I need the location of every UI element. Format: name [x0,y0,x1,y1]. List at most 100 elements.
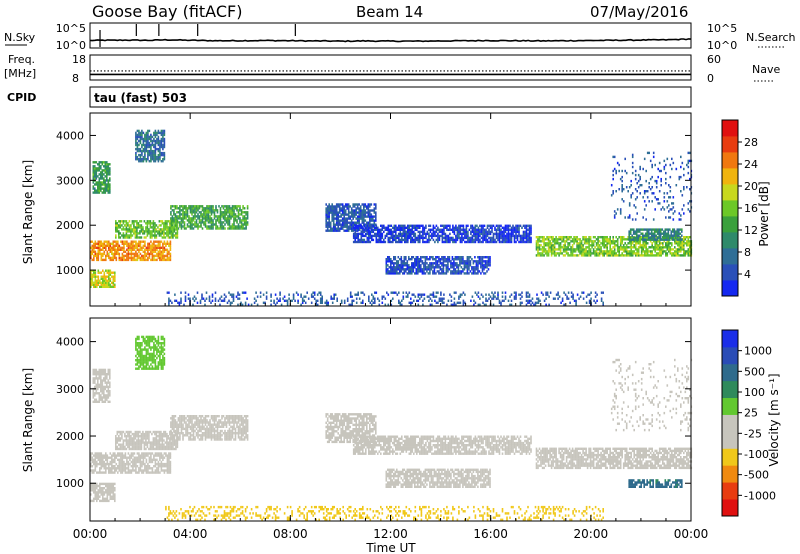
data-cell [451,262,454,265]
data-cell [361,217,364,220]
data-cell [391,260,394,263]
data-cell [483,260,485,263]
data-cell [410,301,412,304]
data-cell [109,179,111,182]
data-cell [537,238,539,241]
data-cell [671,248,673,251]
data-cell [381,228,384,231]
data-cell [595,238,598,241]
data-cell [570,240,572,243]
data-cell [483,238,486,242]
data-cell [415,270,418,273]
data-cell [111,256,113,260]
data-cell [434,232,436,236]
data-cell [547,238,550,241]
data-cell [498,240,501,244]
data-cell [354,236,356,240]
data-cell [151,222,153,225]
data-cell [102,285,104,288]
data-cell [127,252,130,256]
data-cell [471,230,474,234]
data-cell [334,225,336,228]
data-cell [474,266,476,269]
data-cell [243,221,246,224]
data-cell [610,250,613,253]
data-cell [589,238,592,241]
data-cell [144,139,146,143]
data-cell [408,301,411,304]
data-cell [406,272,409,275]
data-cell [366,236,369,240]
data-cell [341,217,344,220]
data-cell [461,228,463,231]
data-cell [633,244,635,247]
data-cell [166,242,169,245]
data-cell [390,268,392,271]
data-cell [374,234,376,238]
data-cell [419,230,421,234]
data-cell [212,225,214,228]
data-cell [328,229,330,232]
data-cell [107,187,110,190]
data-cell [397,268,400,271]
data-cell [132,242,134,245]
data-cell [663,238,665,241]
data-cell [127,244,130,247]
data-cell [163,236,165,239]
data-cell [227,227,229,230]
data-cell [570,246,572,249]
data-cell [209,209,211,212]
data-cell [246,217,249,220]
data-cell [604,238,607,241]
data-cell [145,135,148,139]
data-cell [166,228,168,231]
data-cell [413,226,415,229]
data-cell [366,224,369,227]
data-cell [96,254,98,258]
data-cell [118,244,121,247]
data-cell [476,234,478,238]
nsky-trace-group [89,24,692,47]
data-cell [401,226,403,229]
data-cell [588,246,590,249]
data-cell [689,246,691,249]
data-cell [459,228,462,231]
data-cell [336,297,338,300]
data-cell [483,236,486,240]
data-cell [210,219,213,222]
data-cell [668,242,670,245]
data-cell [606,246,608,249]
data-cell [222,221,225,224]
data-cell [672,248,675,251]
data-cell [681,248,684,251]
data-cell [347,205,350,208]
data-cell [135,240,137,243]
data-cell [132,240,134,243]
data-cell [448,260,451,263]
data-cell [94,191,96,194]
data-cell [645,179,647,183]
data-cell [474,226,477,229]
data-cell [198,225,201,228]
data-cell [176,232,179,235]
data-cell [400,260,403,263]
data-cell [518,232,520,236]
data-cell [553,242,556,245]
data-cell [90,275,92,278]
data-cell [120,258,122,262]
data-cell [373,211,376,214]
data-cell [243,207,246,210]
data-cell [410,240,412,244]
data-cell [546,250,548,253]
data-cell [477,268,479,271]
data-cell [570,291,573,294]
data-cell [678,254,681,257]
data-cell [131,220,134,223]
data-cell [549,236,551,239]
data-cell [151,244,154,247]
data-cell [411,224,414,227]
data-cell [221,225,223,228]
data-cell [438,266,440,269]
data-cell [96,281,98,284]
data-cell [335,207,338,210]
